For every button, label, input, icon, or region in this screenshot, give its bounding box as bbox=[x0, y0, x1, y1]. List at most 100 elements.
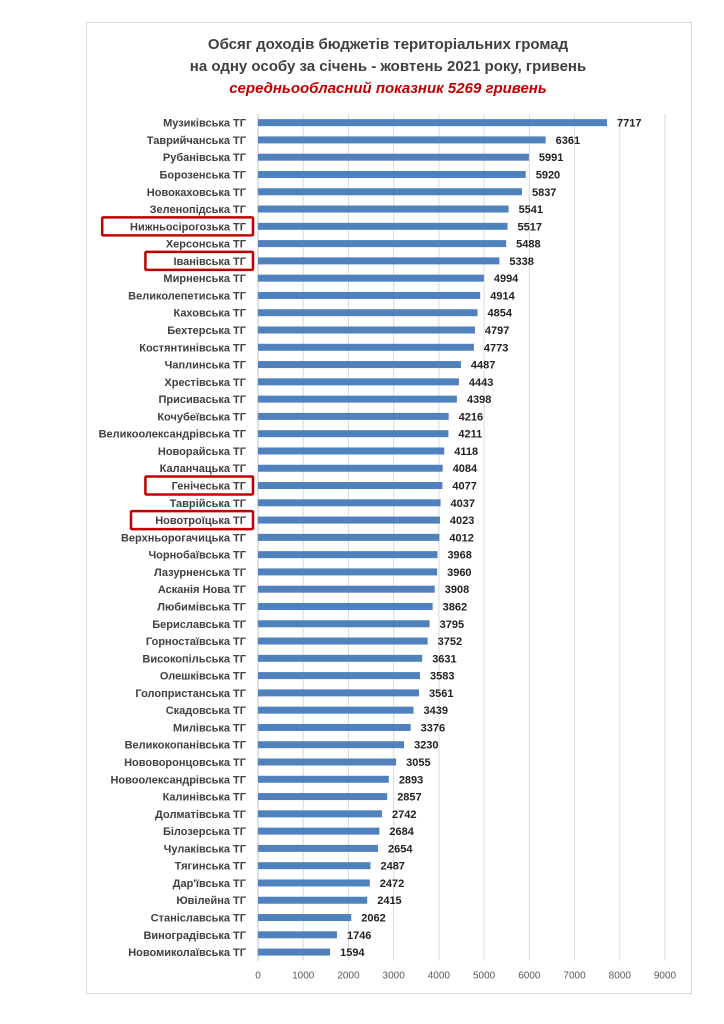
category-label: Чаплинська ТГ bbox=[165, 360, 247, 372]
data-label: 1746 bbox=[347, 930, 371, 942]
highlight-box bbox=[129, 509, 255, 531]
category-label: Чулаківська ТГ bbox=[164, 843, 247, 855]
bar bbox=[258, 551, 438, 559]
bar bbox=[258, 499, 441, 507]
bar bbox=[258, 931, 337, 939]
category-label: Новорайська ТГ bbox=[158, 446, 247, 458]
category-label: Бехтерська ТГ bbox=[167, 325, 246, 337]
bar bbox=[258, 464, 443, 472]
category-label: Горностаївська ТГ bbox=[146, 636, 247, 648]
bar bbox=[258, 412, 449, 420]
bar bbox=[258, 602, 433, 610]
bar bbox=[258, 689, 420, 697]
data-label: 4487 bbox=[471, 360, 495, 372]
x-tick-label: 0 bbox=[255, 971, 261, 982]
data-label: 2857 bbox=[397, 792, 421, 804]
data-label: 2654 bbox=[388, 843, 413, 855]
category-label: Чорнобаївська ТГ bbox=[148, 550, 246, 562]
bar bbox=[258, 153, 529, 161]
bar bbox=[258, 188, 522, 196]
bar bbox=[258, 914, 352, 922]
data-label: 2487 bbox=[380, 861, 404, 873]
category-label: Великолепетиська ТГ bbox=[128, 290, 247, 302]
data-label: 3862 bbox=[443, 601, 467, 613]
data-label: 3230 bbox=[414, 740, 438, 752]
category-label: Новокаховська ТГ bbox=[147, 187, 247, 199]
data-label: 4023 bbox=[450, 515, 474, 527]
category-label: Бериславська ТГ bbox=[152, 619, 246, 631]
x-tick-label: 3000 bbox=[383, 971, 406, 982]
data-label: 4854 bbox=[488, 308, 513, 320]
data-label: 4773 bbox=[484, 342, 508, 354]
data-label: 3908 bbox=[445, 584, 469, 596]
data-label: 4914 bbox=[490, 290, 515, 302]
bar bbox=[258, 723, 411, 731]
category-label: Великоолександрівська ТГ bbox=[99, 429, 247, 441]
bar bbox=[258, 533, 440, 541]
category-label: Новоолександрівська ТГ bbox=[110, 774, 246, 786]
x-tick-label: 2000 bbox=[337, 971, 360, 982]
data-label: 3795 bbox=[440, 619, 464, 631]
data-label: 4994 bbox=[494, 273, 519, 285]
bar bbox=[258, 119, 607, 127]
data-label: 4211 bbox=[458, 429, 482, 441]
bar bbox=[258, 222, 508, 230]
bar bbox=[258, 378, 459, 386]
data-label: 4797 bbox=[485, 325, 509, 337]
bar bbox=[258, 274, 484, 282]
category-label: Каланчацька ТГ bbox=[160, 463, 247, 475]
bar bbox=[258, 257, 500, 265]
category-label: Лазурненська ТГ bbox=[154, 567, 247, 579]
category-label: Долматівська ТГ bbox=[155, 809, 247, 821]
bar bbox=[258, 948, 331, 956]
data-label: 3439 bbox=[424, 705, 448, 717]
category-label: Тягинська ТГ bbox=[175, 861, 247, 873]
category-label: Іванівська ТГ bbox=[174, 256, 247, 268]
chart-frame bbox=[86, 22, 692, 994]
category-label: Нижньосірогозька ТГ bbox=[130, 221, 247, 233]
category-label: Генічеська ТГ bbox=[172, 481, 247, 493]
data-label: 5338 bbox=[509, 256, 533, 268]
bar bbox=[258, 758, 397, 766]
chart-subtitle: на одну особу за січень - жовтень 2021 р… bbox=[189, 58, 587, 75]
bar bbox=[258, 482, 443, 490]
highlight-box bbox=[144, 250, 255, 272]
data-label: 3376 bbox=[421, 722, 445, 734]
category-label: Таврийчанська ТГ bbox=[147, 135, 247, 147]
category-label: Мирненська ТГ bbox=[163, 273, 246, 285]
data-label: 5920 bbox=[536, 169, 560, 181]
bar bbox=[258, 844, 379, 852]
x-tick-label: 4000 bbox=[428, 971, 451, 982]
category-label: Голопристанська ТГ bbox=[135, 688, 246, 700]
data-label: 5837 bbox=[532, 187, 556, 199]
category-label: Білозерська ТГ bbox=[163, 826, 247, 838]
bar bbox=[258, 395, 457, 403]
data-label: 2415 bbox=[377, 895, 401, 907]
category-label: Великокопанівська ТГ bbox=[125, 740, 247, 752]
x-tick-label: 9000 bbox=[654, 971, 677, 982]
bar bbox=[258, 775, 389, 783]
data-label: 3561 bbox=[429, 688, 453, 700]
bar bbox=[258, 361, 461, 369]
bar bbox=[258, 827, 380, 835]
bar bbox=[258, 620, 430, 628]
data-label: 1594 bbox=[340, 947, 365, 959]
category-label: Каховська ТГ bbox=[173, 308, 246, 320]
category-label: Нововоронцовська ТГ bbox=[124, 757, 247, 769]
x-tick-label: 8000 bbox=[609, 971, 632, 982]
data-label: 4012 bbox=[449, 532, 473, 544]
bar bbox=[258, 326, 475, 334]
category-label: Верхньорогачицька ТГ bbox=[121, 532, 247, 544]
x-tick-label: 5000 bbox=[473, 971, 496, 982]
bar bbox=[258, 585, 435, 593]
bar bbox=[258, 568, 438, 576]
data-label: 2062 bbox=[361, 913, 385, 925]
bar bbox=[258, 430, 449, 438]
data-label: 4443 bbox=[469, 377, 493, 389]
bar bbox=[258, 343, 474, 351]
bar bbox=[258, 741, 405, 749]
data-label: 3631 bbox=[432, 653, 456, 665]
bar bbox=[258, 309, 478, 317]
data-label: 2472 bbox=[380, 878, 404, 890]
data-label: 3968 bbox=[447, 550, 471, 562]
